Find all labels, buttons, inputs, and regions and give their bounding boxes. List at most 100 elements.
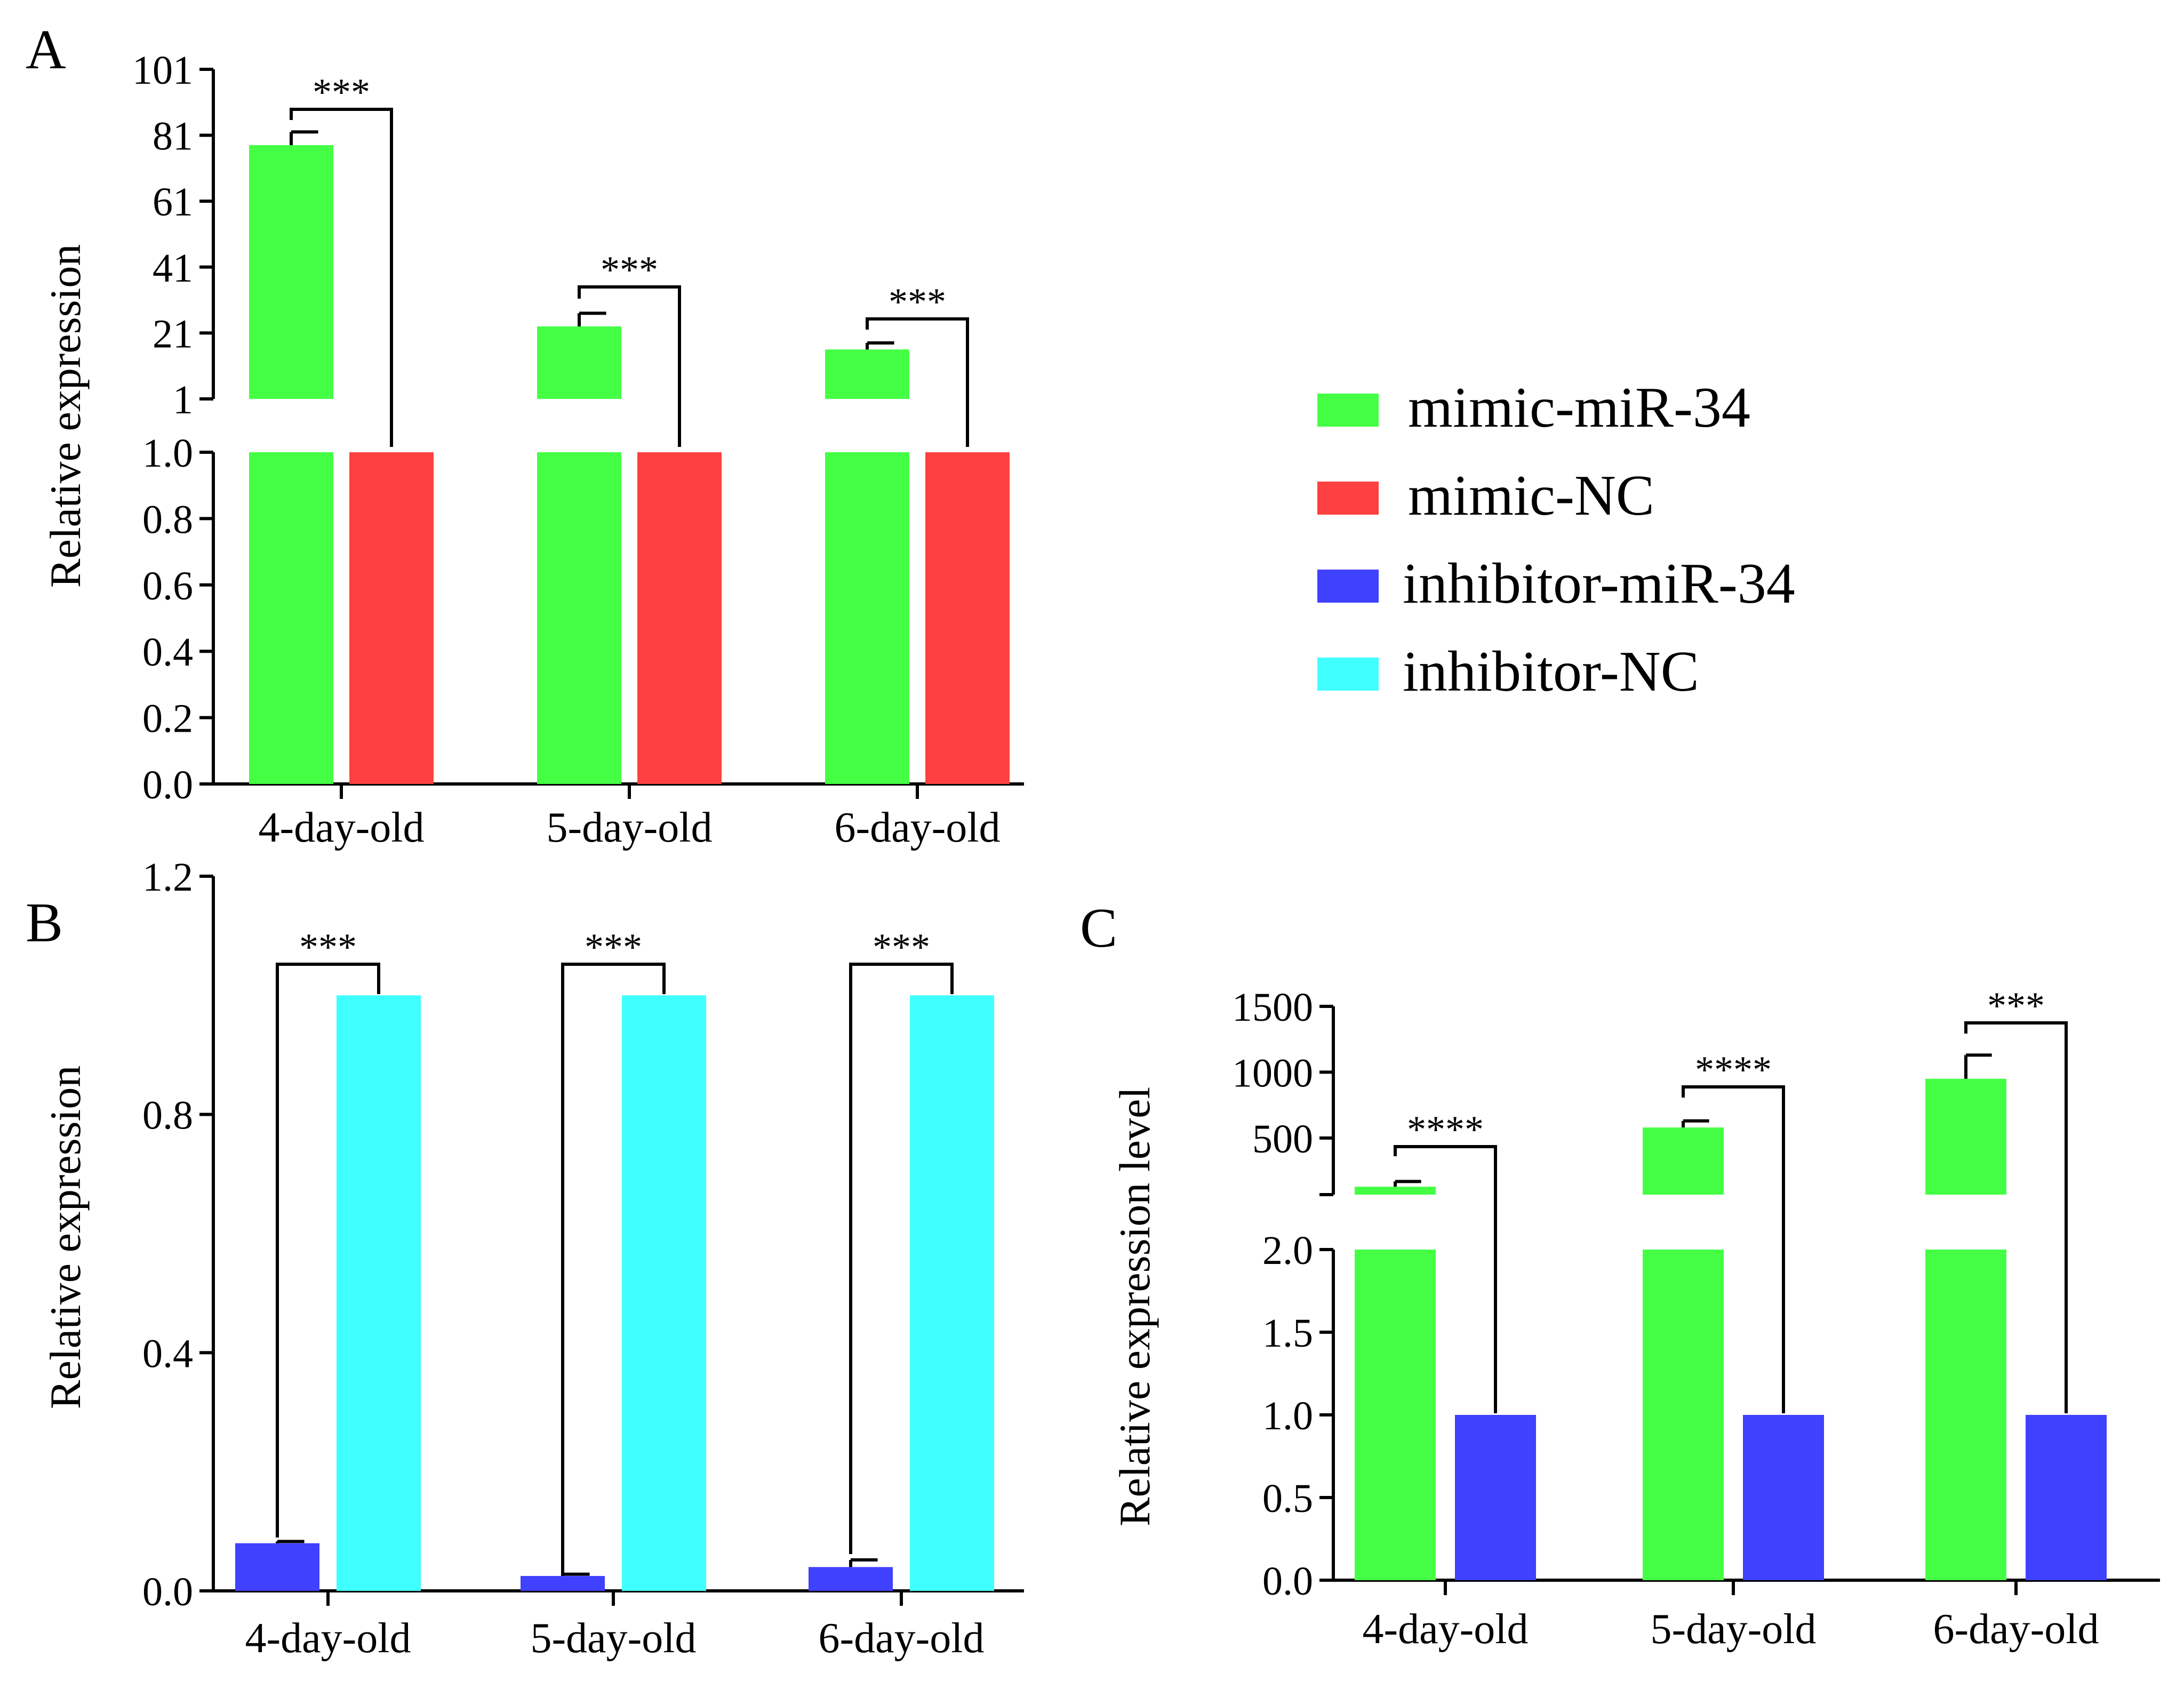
bar-inhibitor-nc (910, 995, 994, 1591)
legend-label: mimic-miR-34 (1408, 376, 1750, 439)
bar-inhibitor-nc (337, 995, 421, 1591)
significance-bracket (1682, 1085, 1785, 1413)
panel-b-axes: 0.0 0.4 0.8 1.2 (142, 855, 1024, 1614)
x-tick-label: 5-day-old (530, 1615, 696, 1662)
bar-mimic-mir-34-lower (1925, 1250, 2006, 1580)
panel-c-x-ticks: 4-day-old 5-day-old 6-day-old (1362, 1580, 2099, 1653)
panel-b-ylabel: Relative expression (41, 1066, 90, 1409)
bar-mimic-mir-34-lower (1355, 1250, 1436, 1580)
significance-stars: *** (1987, 984, 2045, 1027)
legend-swatch (1317, 482, 1379, 515)
y-tick-label: 1.0 (142, 431, 193, 476)
bar-mimic-mir-34-lower (537, 452, 621, 784)
x-tick-label: 5-day-old (1650, 1606, 1816, 1653)
bar-inhibitor-mir-34 (521, 1576, 605, 1591)
bar-mimic-mir-34-upper (825, 349, 909, 399)
y-tick-label: 1500 (1232, 985, 1313, 1030)
legend-label: mimic-NC (1408, 464, 1654, 527)
y-tick-label: 0.4 (142, 630, 193, 675)
bar-mimic-mir-34-lower (249, 452, 333, 784)
panel-b-significance: *** *** *** (276, 926, 954, 1575)
panel-c-bars (1355, 1053, 2107, 1580)
legend-item-mimic-nc: mimic-NC (1317, 464, 1654, 527)
bar-mimic-mir-34-upper (1355, 1187, 1436, 1195)
y-tick-label: 1.2 (142, 855, 193, 900)
significance-stars: *** (601, 249, 658, 291)
panel-a: A Relative expression 0.0 0.2 0.4 0.6 0.8 1.0… (26, 18, 1024, 851)
bar-inhibitor-mir-34-lower (1455, 1415, 1536, 1580)
significance-stars: **** (1695, 1048, 1772, 1091)
y-tick-label: 101 (132, 48, 193, 93)
legend-item-inhibitor-mir-34: inhibitor-miR-34 (1317, 552, 1795, 615)
significance-stars: **** (1407, 1108, 1484, 1151)
x-tick-label: 4-day-old (258, 804, 424, 851)
bar-mimic-mir-34-upper (1643, 1127, 1724, 1195)
y-tick-label: 0.8 (142, 1093, 193, 1138)
y-tick-label: 0.5 (1262, 1476, 1313, 1521)
x-tick-label: 6-day-old (834, 804, 1000, 851)
bar-mimic-mir-34-lower (1643, 1250, 1724, 1580)
y-tick-label: 500 (1252, 1117, 1313, 1162)
y-tick-label: 41 (153, 246, 193, 291)
panel-b-x-ticks: 4-day-old 5-day-old 6-day-old (245, 1591, 985, 1662)
x-tick-label: 6-day-old (818, 1615, 984, 1662)
x-tick-label: 5-day-old (546, 804, 712, 851)
y-tick-label: 0.0 (142, 1570, 193, 1614)
significance-stars: *** (889, 281, 946, 323)
y-tick-label: 1.5 (1262, 1311, 1313, 1356)
x-tick-label: 6-day-old (1933, 1606, 2099, 1653)
bar-inhibitor-mir-34 (235, 1543, 319, 1591)
legend-label: inhibitor-miR-34 (1403, 552, 1795, 615)
y-tick-label: 1 (173, 378, 193, 422)
bar-mimic-nc-lower (925, 452, 1010, 784)
bar-mimic-mir-34-upper (1925, 1078, 2006, 1195)
legend: mimic-miR-34 mimic-NC inhibitor-miR-34 i… (1317, 376, 1795, 703)
bar-inhibitor-nc (622, 995, 706, 1591)
panel-b-letter: B (26, 891, 63, 954)
panel-a-bars (249, 130, 1010, 784)
legend-label: inhibitor-NC (1403, 640, 1699, 703)
significance-stars: *** (873, 926, 930, 968)
y-tick-label: 1.0 (1262, 1394, 1313, 1438)
bar-mimic-mir-34-upper (249, 145, 333, 399)
significance-bracket (1394, 1145, 1497, 1413)
panel-b-bars (235, 995, 994, 1591)
y-tick-label: 0.4 (142, 1331, 193, 1376)
legend-swatch (1317, 394, 1379, 427)
significance-stars: *** (299, 926, 357, 968)
y-tick-label: 0.2 (142, 697, 193, 741)
y-tick-label: 61 (153, 180, 193, 225)
legend-item-inhibitor-nc: inhibitor-NC (1317, 640, 1699, 703)
panel-a-ylabel: Relative expression (41, 244, 90, 588)
panel-a-significance: *** *** *** (290, 71, 969, 447)
y-tick-label: 0.0 (142, 763, 193, 807)
significance-bracket (561, 963, 666, 1575)
panel-c-ylabel: Relative expression level (1110, 1087, 1159, 1526)
panel-a-letter: A (26, 18, 66, 81)
y-tick-label: 1000 (1232, 1051, 1313, 1095)
panel-c-letter: C (1080, 896, 1117, 959)
panel-c: C Relative expression level 0.0 0.5 1.0 1.5… (1080, 896, 2160, 1653)
bar-mimic-nc-lower (637, 452, 722, 784)
legend-swatch (1317, 570, 1379, 603)
panel-b: B Relative expression 0.0 0.4 0.8 1.2 *** **… (26, 855, 1024, 1662)
y-tick-label: 2.0 (1262, 1228, 1313, 1273)
bar-mimic-mir-34-upper (537, 326, 621, 399)
y-tick-label: 0.6 (142, 564, 193, 609)
y-tick-label: 0.0 (1262, 1559, 1313, 1604)
legend-item-mimic-mir-34: mimic-miR-34 (1317, 376, 1750, 439)
bar-inhibitor-mir-34-lower (1743, 1415, 1824, 1580)
significance-bracket (276, 963, 380, 1538)
significance-bracket (866, 317, 969, 447)
significance-bracket (578, 285, 681, 447)
bar-mimic-nc-lower (349, 452, 434, 784)
y-tick-label: 21 (153, 311, 193, 356)
significance-stars: *** (313, 71, 370, 114)
bar-inhibitor-mir-34 (809, 1567, 893, 1591)
x-tick-label: 4-day-old (245, 1615, 411, 1662)
panel-a-x-ticks: 4-day-old 5-day-old 6-day-old (258, 784, 1001, 851)
y-tick-label: 0.8 (142, 497, 193, 542)
significance-bracket (290, 108, 393, 447)
significance-bracket (849, 963, 954, 1554)
